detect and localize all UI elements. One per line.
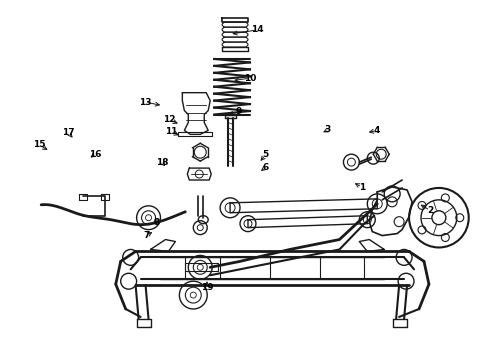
Text: 18: 18 <box>156 158 169 167</box>
Text: 11: 11 <box>165 127 177 136</box>
Text: 2: 2 <box>427 206 433 215</box>
Text: 10: 10 <box>244 74 256 83</box>
Text: 7: 7 <box>144 231 150 240</box>
Text: 3: 3 <box>325 126 331 135</box>
Text: 5: 5 <box>262 150 269 159</box>
Text: 8: 8 <box>153 218 159 227</box>
Text: 16: 16 <box>89 150 101 159</box>
Text: 14: 14 <box>251 26 264 35</box>
Text: 12: 12 <box>163 116 176 125</box>
Text: 9: 9 <box>236 107 243 116</box>
Text: 6: 6 <box>262 163 269 172</box>
Text: 1: 1 <box>359 183 365 192</box>
Text: 19: 19 <box>201 283 213 292</box>
Text: 15: 15 <box>33 140 46 149</box>
Text: 4: 4 <box>373 126 380 135</box>
Text: 17: 17 <box>62 129 75 138</box>
Text: 13: 13 <box>139 98 151 107</box>
